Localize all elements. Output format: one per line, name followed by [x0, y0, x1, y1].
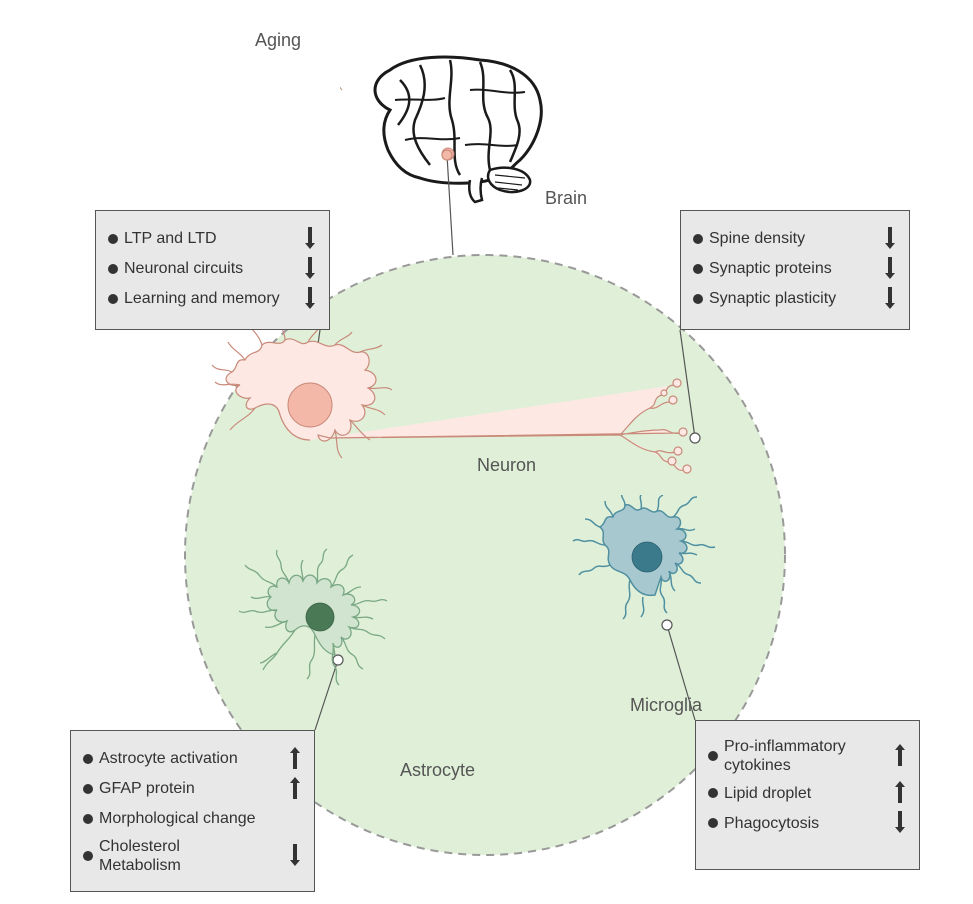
info-row: Morphological change	[83, 807, 302, 831]
info-text: Neuronal circuits	[124, 259, 295, 278]
info-text: Cholesterol Metabolism	[99, 837, 280, 875]
info-row: Neuronal circuits	[108, 257, 317, 281]
info-text: Synaptic plasticity	[709, 289, 875, 308]
info-text: Learning and memory	[124, 289, 295, 308]
bullet-icon	[108, 234, 118, 244]
bullet-icon	[693, 234, 703, 244]
info-row: Synaptic plasticity	[693, 287, 897, 311]
info-row: Pro-inflammatory cytokines	[708, 737, 907, 775]
neuron-label: Neuron	[477, 455, 536, 476]
info-text: Astrocyte activation	[99, 749, 280, 768]
arrow-down-icon	[288, 844, 302, 868]
bullet-icon	[693, 294, 703, 304]
info-row: Synaptic proteins	[693, 257, 897, 281]
bullet-icon	[83, 784, 93, 794]
spine-box: Spine density Synaptic proteins Synaptic…	[680, 210, 910, 330]
bullet-icon	[693, 264, 703, 274]
arrow-down-icon	[893, 811, 907, 835]
info-row: LTP and LTD	[108, 227, 317, 251]
arrow-up-icon	[893, 744, 907, 768]
diagram-canvas: Aging Brain	[0, 0, 973, 904]
info-row: Lipid droplet	[708, 781, 907, 805]
info-row: Cholesterol Metabolism	[83, 837, 302, 875]
arrow-down-icon	[303, 257, 317, 281]
bullet-icon	[83, 814, 93, 824]
bullet-icon	[708, 751, 718, 761]
bullet-icon	[708, 788, 718, 798]
bullet-icon	[108, 294, 118, 304]
info-text: GFAP protein	[99, 779, 280, 798]
info-text: Lipid droplet	[724, 784, 885, 803]
info-text: Pro-inflammatory cytokines	[724, 737, 885, 775]
info-row: Spine density	[693, 227, 897, 251]
arrow-down-icon	[883, 287, 897, 311]
microglia-cell	[555, 495, 755, 695]
bullet-icon	[83, 851, 93, 861]
info-text: LTP and LTD	[124, 229, 295, 248]
microglia-box: Pro-inflammatory cytokines Lipid droplet…	[695, 720, 920, 870]
info-row: Learning and memory	[108, 287, 317, 311]
info-text: Spine density	[709, 229, 875, 248]
info-text: Morphological change	[99, 809, 302, 828]
arrow-down-icon	[303, 227, 317, 251]
ltp-box: LTP and LTD Neuronal circuits Learning a…	[95, 210, 330, 330]
bullet-icon	[708, 818, 718, 828]
bullet-icon	[108, 264, 118, 274]
arrow-up-icon	[893, 781, 907, 805]
info-text: Synaptic proteins	[709, 259, 875, 278]
arrow-up-icon	[288, 777, 302, 801]
microglia-label: Microglia	[630, 695, 702, 716]
info-row: Astrocyte activation	[83, 747, 302, 771]
bullet-icon	[83, 754, 93, 764]
arrow-down-icon	[883, 257, 897, 281]
info-text: Phagocytosis	[724, 814, 885, 833]
arrow-down-icon	[883, 227, 897, 251]
astrocyte-label: Astrocyte	[400, 760, 475, 781]
astrocyte-box: Astrocyte activation GFAP protein Morpho…	[70, 730, 315, 892]
arrow-down-icon	[303, 287, 317, 311]
info-row: Phagocytosis	[708, 811, 907, 835]
info-row: GFAP protein	[83, 777, 302, 801]
arrow-up-icon	[288, 747, 302, 771]
